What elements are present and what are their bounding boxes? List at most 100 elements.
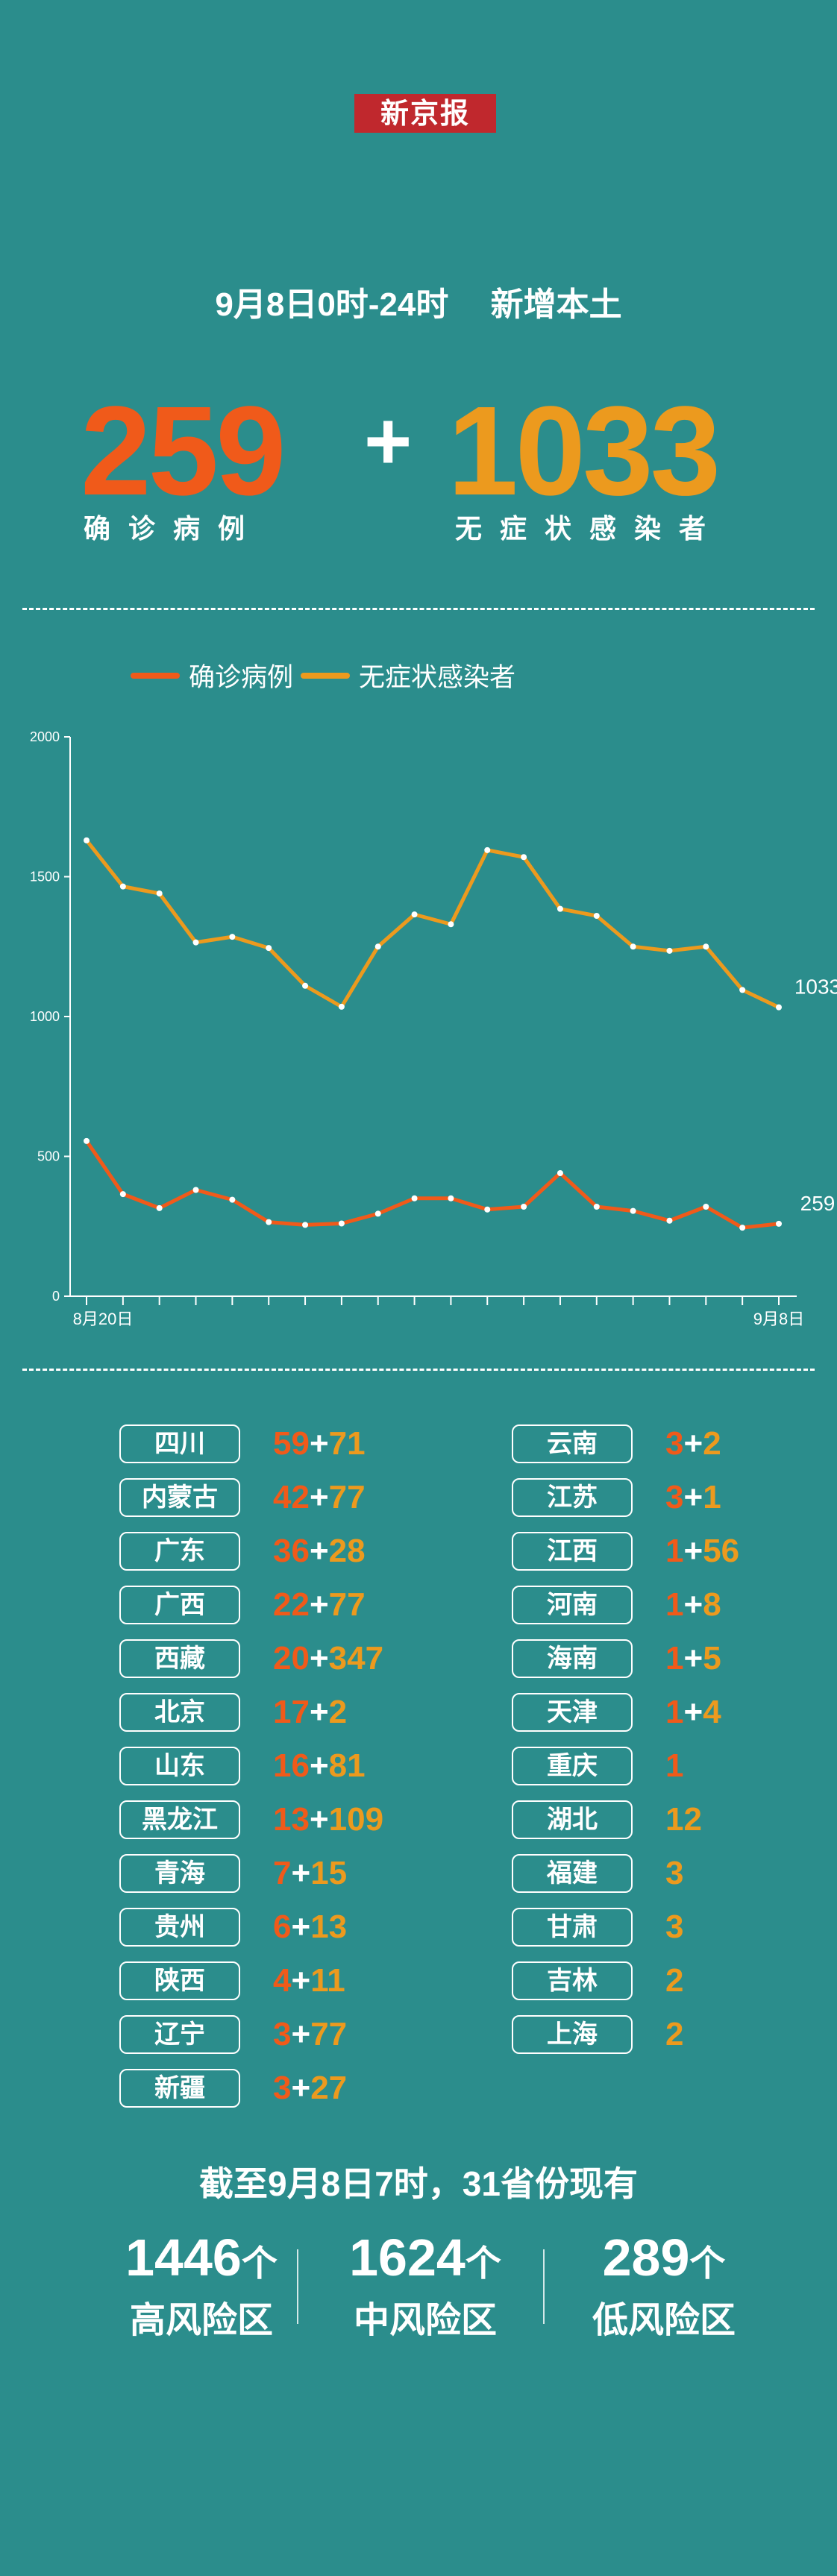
data-point-1-6 bbox=[302, 982, 309, 989]
data-point-1-3 bbox=[192, 939, 199, 946]
data-point-0-3 bbox=[192, 1187, 199, 1193]
province-row: 广西 22+77 bbox=[119, 1584, 366, 1626]
y-tick-label: 0 bbox=[52, 1289, 60, 1304]
province-row: 广东 36+28 bbox=[119, 1530, 366, 1572]
province-row: 云南 3+2 bbox=[512, 1423, 721, 1465]
province-asymptomatic: 109 bbox=[328, 1801, 384, 1838]
headline: 9月8日0时-24时 新增本土 bbox=[215, 286, 622, 323]
province-name: 山东 bbox=[119, 1747, 240, 1785]
province-plus: + bbox=[291, 1909, 311, 1945]
province-name: 甘肃 bbox=[512, 1908, 633, 1947]
province-confirmed: 3 bbox=[665, 1425, 684, 1462]
province-plus: + bbox=[683, 1479, 703, 1515]
confirmed-label: 确诊病例 bbox=[84, 513, 263, 544]
data-point-0-1 bbox=[119, 1191, 126, 1198]
province-plus: + bbox=[291, 2016, 311, 2052]
province-row: 江西 1+56 bbox=[512, 1530, 739, 1572]
province-counts: 3+77 bbox=[273, 2016, 347, 2053]
province-name: 河南 bbox=[512, 1586, 633, 1624]
province-asymptomatic: 347 bbox=[328, 1640, 384, 1677]
province-asymptomatic: 5 bbox=[703, 1640, 721, 1677]
province-name: 黑龙江 bbox=[119, 1800, 240, 1839]
confirmed-total: 259 bbox=[81, 380, 286, 522]
province-counts: 2 bbox=[665, 1962, 683, 1999]
risk-medium-unit: 个 bbox=[465, 2244, 501, 2284]
province-row: 海南 1+5 bbox=[512, 1638, 721, 1680]
province-row: 黑龙江 13+109 bbox=[119, 1799, 383, 1841]
risk-low: 289个 低风险区 bbox=[552, 2231, 776, 2343]
data-point-1-14 bbox=[593, 913, 600, 919]
data-point-0-5 bbox=[266, 1219, 272, 1225]
data-point-0-16 bbox=[666, 1217, 673, 1224]
province-confirmed: 3 bbox=[273, 2070, 292, 2106]
province-row: 四川 59+71 bbox=[119, 1423, 366, 1465]
province-counts: 3+27 bbox=[273, 2070, 347, 2107]
province-row: 重庆 1 bbox=[512, 1745, 683, 1787]
province-asymptomatic: 3 bbox=[665, 1855, 684, 1891]
province-row: 青海 7+15 bbox=[119, 1853, 347, 1894]
province-counts: 20+347 bbox=[273, 1640, 383, 1677]
province-plus: + bbox=[309, 1479, 329, 1515]
series-line-1 bbox=[85, 839, 780, 1009]
province-row: 辽宁 3+77 bbox=[119, 2014, 347, 2055]
y-tick-label: 1000 bbox=[30, 1009, 60, 1024]
province-confirmed: 36 bbox=[273, 1533, 310, 1569]
risk-separator-2 bbox=[543, 2249, 545, 2324]
province-plus: + bbox=[683, 1694, 703, 1730]
province-name: 内蒙古 bbox=[119, 1478, 240, 1517]
province-plus: + bbox=[309, 1747, 329, 1784]
province-plus: + bbox=[309, 1586, 329, 1623]
risk-medium-label: 中风险区 bbox=[353, 2301, 497, 2340]
data-point-0-6 bbox=[302, 1222, 309, 1228]
province-plus: + bbox=[309, 1640, 329, 1677]
province-name: 上海 bbox=[512, 2015, 633, 2054]
province-name: 重庆 bbox=[512, 1747, 633, 1785]
province-row: 江苏 3+1 bbox=[512, 1477, 721, 1518]
province-name: 北京 bbox=[119, 1693, 240, 1732]
province-asymptomatic: 13 bbox=[310, 1909, 348, 1945]
data-point-1-4 bbox=[229, 934, 236, 940]
province-counts: 17+2 bbox=[273, 1694, 347, 1731]
data-point-1-5 bbox=[266, 945, 272, 952]
chart-legend: 确诊病例 无症状感染者 bbox=[131, 656, 523, 694]
province-asymptomatic: 4 bbox=[703, 1694, 721, 1730]
risk-medium: 1624个 中风险区 bbox=[313, 2231, 537, 2343]
province-row: 上海 2 bbox=[512, 2014, 683, 2055]
province-plus: + bbox=[309, 1801, 329, 1838]
data-point-0-15 bbox=[630, 1207, 636, 1214]
province-asymptomatic: 77 bbox=[310, 2016, 348, 2052]
province-plus: + bbox=[291, 1962, 311, 1999]
province-plus: + bbox=[309, 1694, 329, 1730]
province-row: 陕西 4+11 bbox=[119, 1960, 345, 2002]
data-point-1-7 bbox=[338, 1003, 345, 1010]
province-counts: 3+2 bbox=[665, 1425, 721, 1463]
risk-medium-count: 1624 bbox=[349, 2228, 465, 2287]
data-point-0-9 bbox=[411, 1195, 418, 1201]
province-name: 青海 bbox=[119, 1854, 240, 1893]
risk-low-label: 低风险区 bbox=[592, 2301, 736, 2340]
legend-item-confirmed: 确诊病例 bbox=[131, 656, 293, 694]
province-name: 四川 bbox=[119, 1424, 240, 1463]
data-point-0-14 bbox=[593, 1204, 600, 1210]
province-name: 江苏 bbox=[512, 1478, 633, 1517]
y-tick-label: 2000 bbox=[30, 729, 60, 744]
province-name: 新疆 bbox=[119, 2069, 240, 2108]
data-point-1-1 bbox=[119, 883, 126, 890]
province-name: 湖北 bbox=[512, 1800, 633, 1839]
province-name: 江西 bbox=[512, 1532, 633, 1571]
province-row: 湖北 12 bbox=[512, 1799, 702, 1841]
province-asymptomatic: 2 bbox=[328, 1694, 348, 1730]
province-counts: 1 bbox=[665, 1747, 683, 1785]
province-name: 广西 bbox=[119, 1586, 240, 1624]
risk-high-label: 高风险区 bbox=[129, 2301, 273, 2340]
province-name: 贵州 bbox=[119, 1908, 240, 1947]
province-counts: 3 bbox=[665, 1909, 683, 1946]
province-name: 天津 bbox=[512, 1693, 633, 1732]
province-asymptomatic: 28 bbox=[328, 1533, 366, 1569]
data-point-0-10 bbox=[448, 1195, 454, 1201]
province-plus: + bbox=[683, 1586, 703, 1623]
province-confirmed: 17 bbox=[273, 1694, 310, 1730]
legend-item-asymptomatic: 无症状感染者 bbox=[301, 656, 515, 694]
data-point-0-2 bbox=[156, 1204, 163, 1211]
province-counts: 16+81 bbox=[273, 1747, 366, 1785]
